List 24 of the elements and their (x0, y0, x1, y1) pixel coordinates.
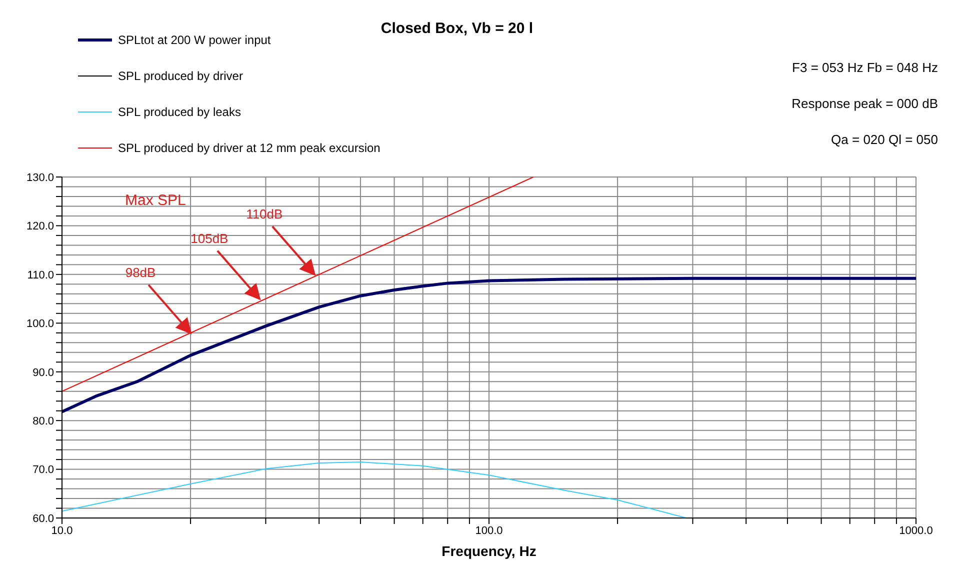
y-tick-label: 100.0 (26, 318, 54, 330)
x-axis-title: Frequency, Hz (442, 543, 536, 559)
annotation: Max SPL (125, 192, 186, 209)
y-tick-label: 80.0 (32, 415, 54, 428)
y-tick-label: 90.0 (32, 366, 54, 379)
x-tick-label: 1000.0 (899, 524, 933, 537)
y-tick-label: 130.0 (26, 172, 54, 184)
annotation: 110dB (246, 206, 283, 222)
legend-label: SPL produced by driver (118, 69, 243, 83)
text: Qa = 020 Ql = 050 (830, 132, 938, 149)
y-tick-label: 110.0 (27, 269, 54, 282)
legend-label: SPL produced by leaks (118, 105, 241, 119)
annotation: 98dB (125, 264, 156, 280)
legend-label: SPLtot at 200 W power input (118, 33, 271, 47)
legend-label: SPL produced by driver at 12 mm peak excursion (118, 141, 380, 155)
x-tick-label: 100.0 (475, 524, 503, 537)
y-tick-label: 70.0 (32, 464, 54, 476)
x-tick-label: 10.0 (51, 524, 73, 537)
y-tick-label: 60.0 (32, 512, 54, 525)
y-tick-label: 120.0 (26, 220, 54, 233)
chart-title: Closed Box, Vb = 20 l (380, 20, 534, 37)
text: Response peak = 000 dB (792, 96, 938, 113)
annotation: 105dB (190, 230, 228, 246)
text: F3 = 053 Hz Fb = 048 Hz (792, 60, 938, 77)
